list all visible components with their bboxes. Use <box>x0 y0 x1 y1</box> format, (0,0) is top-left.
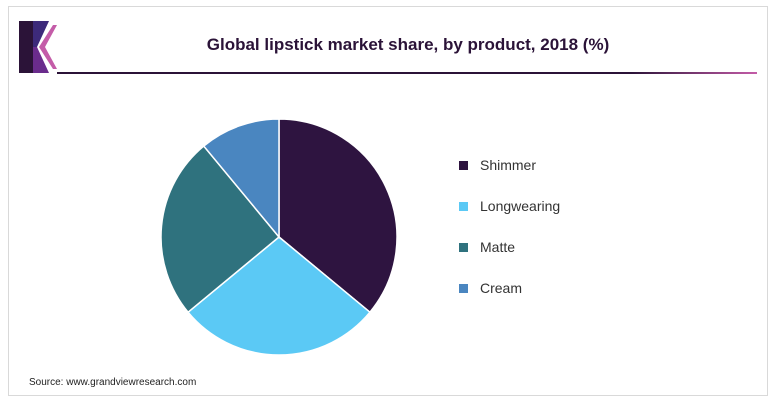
legend-label: Longwearing <box>480 198 561 214</box>
legend-swatch <box>459 242 468 252</box>
pie-slice-longwearing <box>187 236 371 356</box>
pie-slice-matte <box>160 145 281 314</box>
pie-slice-shimmer <box>278 118 398 314</box>
legend-item-shimmer: Shimmer <box>459 155 659 175</box>
legend-label: Cream <box>480 280 523 296</box>
chart-legend: Shimmer Longwearing Matte Cream <box>459 155 659 319</box>
legend-item-cream: Cream <box>459 278 659 298</box>
legend-item-longwearing: Longwearing <box>459 196 659 216</box>
legend-swatch <box>459 201 468 211</box>
pie-chart <box>160 118 398 356</box>
legend-item-matte: Matte <box>459 237 659 257</box>
source-note: Source: www.grandviewresearch.com <box>29 377 197 388</box>
chart-frame: Global lipstick market share, by product… <box>8 6 768 396</box>
legend-label: Matte <box>480 239 516 255</box>
legend-label: Shimmer <box>480 157 537 173</box>
legend-swatch <box>459 283 468 293</box>
legend-swatch <box>459 160 468 170</box>
brand-logo-icon <box>19 21 57 73</box>
chart-title: Global lipstick market share, by product… <box>206 35 610 54</box>
title-divider <box>57 72 757 74</box>
chart-header: Global lipstick market share, by product… <box>9 15 767 74</box>
pie-slice-cream <box>202 118 280 240</box>
